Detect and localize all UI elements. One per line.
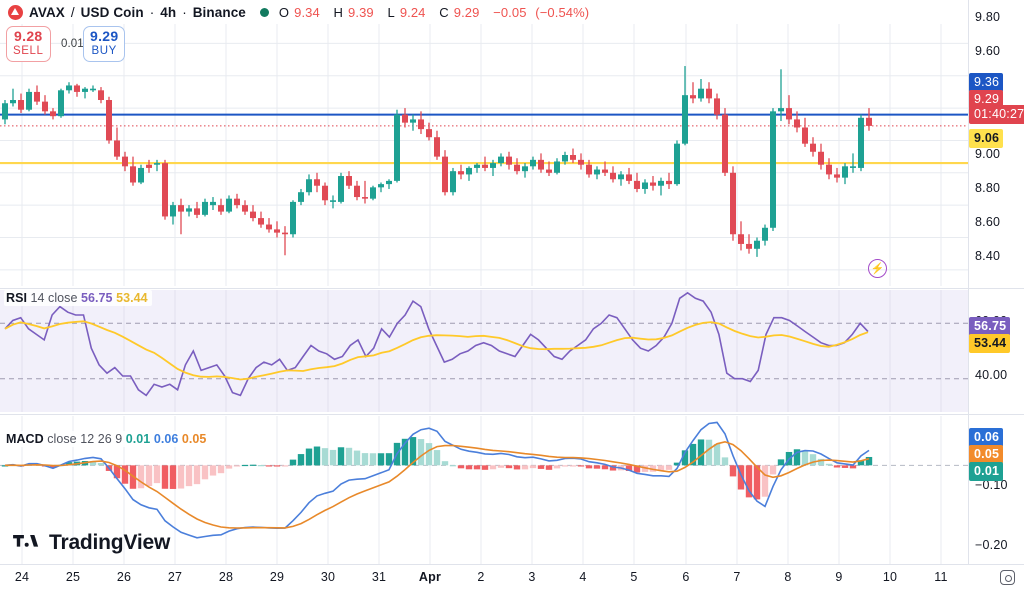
macd-badge-signal[interactable]: 0.05: [969, 445, 1004, 464]
time-axis-tick: 31: [371, 570, 387, 584]
macd-legend[interactable]: MACD close 12 26 9 0.01 0.06 0.05: [4, 431, 211, 447]
sell-quote-badge[interactable]: 9.28 SELL: [6, 26, 51, 62]
tradingview-wordmark: TradingView: [49, 531, 171, 554]
ohlc-low-label: L: [387, 4, 395, 20]
price-axis-tick: 8.80: [975, 181, 1001, 195]
macd-legend-signal-value: 0.05: [181, 432, 207, 446]
price-badge-countdown[interactable]: 01:40:27: [969, 105, 1024, 124]
time-axis[interactable]: 24 25 26 27 28 29 30 31 Apr 2 3 4 5 6 7 8 9 10 11: [0, 565, 1024, 590]
exchange-name[interactable]: Binance: [192, 4, 246, 20]
tradingview-watermark: TradingView: [12, 531, 170, 555]
macd-badge-macd[interactable]: 0.06: [969, 428, 1004, 447]
price-badge-ma-line[interactable]: 9.06: [969, 129, 1004, 148]
time-axis-tick: 4: [579, 570, 587, 584]
ohlc-close-label: C: [439, 4, 449, 20]
price-pane[interactable]: [0, 24, 968, 286]
time-axis-tick: 11: [934, 570, 948, 584]
symbol-slash: /: [70, 4, 75, 20]
ohlc-high-value: 9.39: [348, 4, 374, 20]
time-axis-tick: 26: [116, 570, 132, 584]
pane-divider-rsi[interactable]: [0, 288, 1024, 289]
rsi-legend[interactable]: RSI 14 close 56.75 53.44: [4, 290, 152, 306]
price-badge-last-price[interactable]: 9.29: [969, 90, 1004, 109]
avax-logo-icon: [8, 4, 23, 20]
pane-divider-macd[interactable]: [0, 414, 1024, 415]
buy-quote-badge[interactable]: 9.29 BUY: [83, 26, 126, 62]
ohlc-close-value: 9.29: [453, 4, 480, 20]
time-axis-tick: Apr: [418, 570, 442, 584]
rsi-legend-ma-value: 53.44: [116, 291, 148, 305]
price-axis-divider: [968, 0, 969, 565]
price-change-percent: (−0.54%): [535, 4, 590, 20]
rsi-badge-value[interactable]: 56.75: [969, 317, 1011, 336]
header-dot-1: ·: [149, 4, 155, 20]
rsi-pane[interactable]: [0, 290, 968, 412]
ohlc-high-label: H: [333, 4, 344, 20]
ohlc-open-label: O: [278, 4, 290, 20]
rsi-badge-ma[interactable]: 53.44: [969, 334, 1011, 353]
rsi-legend-args: 14 close: [30, 291, 78, 305]
time-axis-tick: 29: [269, 570, 285, 584]
time-axis-tick: 30: [320, 570, 336, 584]
time-axis-tick: 5: [630, 570, 638, 584]
time-axis-tick: 24: [14, 570, 30, 584]
chart-header: AVAX / USD Coin · 4h · Binance O 9.34 H 9.…: [0, 0, 1024, 24]
macd-badge-histogram[interactable]: 0.01: [969, 462, 1004, 481]
buy-price: 9.29: [90, 28, 119, 44]
price-axis-tick: 9.00: [975, 147, 1001, 161]
tradingview-logo-icon: [13, 534, 39, 547]
time-axis-tick: 9: [835, 570, 843, 584]
price-axis-tick: 8.60: [975, 215, 1001, 229]
time-axis-tick: 25: [65, 570, 81, 584]
time-axis-tick: 10: [882, 570, 898, 584]
price-change: −0.05: [493, 4, 527, 20]
reset-chart-icon[interactable]: [1000, 570, 1015, 585]
rsi-chart: [0, 290, 968, 412]
market-open-dot-icon[interactable]: [259, 7, 269, 17]
quote-currency[interactable]: USD Coin: [80, 4, 144, 20]
interval-selector[interactable]: 4h: [160, 4, 177, 20]
time-axis-divider: [0, 564, 1024, 565]
price-axis-tick: 9.80: [975, 10, 1001, 24]
sell-price: 9.28: [14, 28, 43, 44]
rsi-legend-name: RSI: [6, 291, 27, 305]
lightning-bolt-icon[interactable]: ⚡: [868, 259, 887, 278]
macd-chart: [0, 416, 968, 564]
price-axis[interactable]: 9.80 9.60 9.00 8.80 8.60 8.40 9.36 9.29 01:40:27…: [969, 0, 1024, 565]
ohlc-values: O 9.34 H 9.39 L 9.24 C 9.29 −0.05 (−0.54%): [279, 5, 594, 20]
price-axis-tick: 9.60: [975, 44, 1001, 58]
spread-value: 0.01: [61, 38, 84, 50]
ohlc-low-value: 9.24: [399, 4, 426, 20]
time-axis-tick: 2: [477, 570, 485, 584]
buy-label: BUY: [91, 44, 117, 57]
time-axis-tick: 3: [528, 570, 536, 584]
price-axis-tick: −0.20: [975, 538, 1008, 552]
price-badge-support-line[interactable]: 9.36: [969, 73, 1004, 92]
time-axis-tick: 8: [784, 570, 792, 584]
ohlc-open-value: 9.34: [294, 4, 320, 20]
time-axis-tick: 28: [218, 570, 234, 584]
time-axis-tick: 6: [682, 570, 690, 584]
price-axis-tick: 40.00: [975, 368, 1008, 382]
time-axis-tick: 7: [733, 570, 741, 584]
price-axis-tick: 8.40: [975, 249, 1001, 263]
macd-legend-hist-value: 0.01: [125, 432, 151, 446]
header-dot-2: ·: [182, 4, 187, 20]
macd-pane[interactable]: [0, 416, 968, 564]
macd-legend-name: MACD: [6, 432, 44, 446]
sell-label: SELL: [13, 44, 44, 57]
time-axis-tick: 27: [167, 570, 183, 584]
candlestick-chart: [0, 24, 968, 286]
symbol-ticker[interactable]: AVAX: [29, 4, 65, 20]
price-axis-tick: −0.10: [975, 478, 1008, 492]
macd-legend-args: close 12 26 9: [47, 432, 123, 446]
macd-legend-macd-value: 0.06: [153, 432, 179, 446]
rsi-legend-value: 56.75: [81, 291, 113, 305]
